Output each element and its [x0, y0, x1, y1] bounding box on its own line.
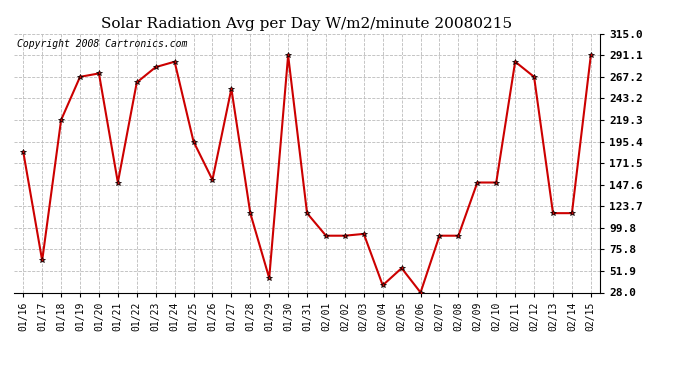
- Title: Solar Radiation Avg per Day W/m2/minute 20080215: Solar Radiation Avg per Day W/m2/minute …: [101, 17, 513, 31]
- Text: Copyright 2008 Cartronics.com: Copyright 2008 Cartronics.com: [17, 39, 187, 49]
